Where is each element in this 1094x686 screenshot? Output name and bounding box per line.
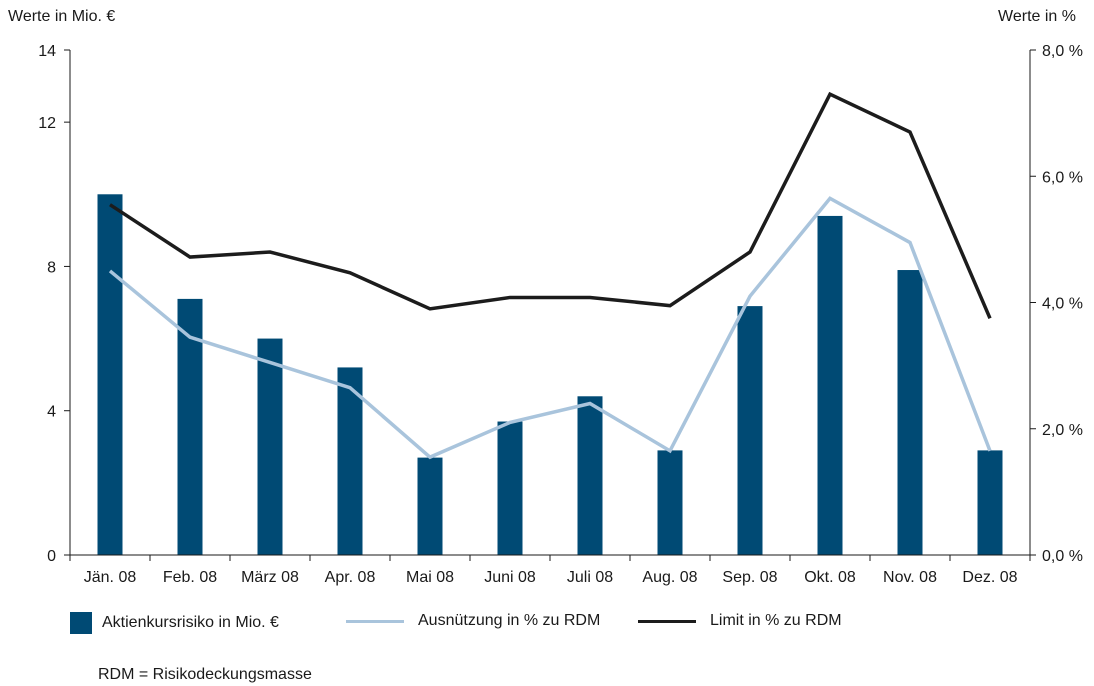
legend-item-ausnuetzung: Ausnützung in % zu RDM — [346, 612, 600, 630]
bar — [97, 194, 123, 556]
legend-swatch-ausnuetzung — [346, 619, 404, 623]
x-tick-label: Feb. 08 — [163, 569, 217, 586]
x-tick-label: Jän. 08 — [84, 569, 137, 586]
x-tick-label: Juni 08 — [484, 569, 536, 586]
y-right-tick-label: 2,0 % — [1042, 422, 1083, 439]
x-tick-label: Dez. 08 — [962, 569, 1017, 586]
legend-label-bar: Aktienkursrisiko in Mio. € — [102, 614, 279, 631]
bar — [737, 306, 763, 555]
series-line-limit — [109, 91, 992, 319]
x-tick-label: Nov. 08 — [883, 569, 937, 586]
legend-item-limit: Limit in % zu RDM — [638, 612, 842, 630]
y-right-tick-label: 4,0 % — [1042, 296, 1083, 313]
legend-item-bar: Aktienkursrisiko in Mio. € — [70, 612, 279, 634]
x-tick-label: Aug. 08 — [642, 569, 697, 586]
y-right-tick-label: 6,0 % — [1042, 169, 1083, 186]
y-left-tick-label: 12 — [38, 115, 56, 132]
legend-label-ausnuetzung: Ausnützung in % zu RDM — [418, 612, 601, 629]
y-right-tick-label: 8,0 % — [1042, 43, 1083, 60]
bar — [417, 457, 443, 555]
bar — [817, 215, 843, 555]
y-right-tick-label: 0,0 % — [1042, 548, 1083, 565]
y-left-tick-label: 0 — [47, 548, 56, 565]
bar — [897, 270, 923, 555]
bar — [977, 450, 1003, 555]
y-axis-left-title: Werte in Mio. € — [8, 8, 116, 25]
legend-swatch-limit — [638, 619, 696, 623]
x-tick-label: März 08 — [241, 569, 299, 586]
footnote: RDM = Risikodeckungsmasse — [98, 666, 312, 683]
bar — [337, 367, 363, 555]
combo-chart: 0 4 8 12 14 0,0 % 2,0 % 4,0 % 6,0 % 8,0 % Jän. 08 F… — [38, 43, 1083, 586]
legend-label-limit: Limit in % zu RDM — [710, 612, 842, 629]
y-axis-right-title: Werte in % — [998, 8, 1076, 25]
bar — [577, 396, 603, 555]
x-tick-label: Apr. 08 — [325, 569, 376, 586]
bar — [497, 421, 523, 555]
y-left-tick-label: 14 — [38, 43, 56, 60]
x-tick-label: Juli 08 — [567, 569, 613, 586]
y-left-tick-label: 8 — [47, 259, 56, 276]
bar — [257, 338, 283, 555]
y-left-tick-label: 4 — [47, 404, 56, 421]
x-tick-label: Sep. 08 — [722, 569, 777, 586]
bar — [657, 450, 683, 555]
legend-swatch-bar — [70, 612, 92, 634]
x-tick-label: Mai 08 — [406, 569, 454, 586]
series-line-ausnuetzung — [108, 196, 992, 460]
x-tick-label: Okt. 08 — [804, 569, 856, 586]
